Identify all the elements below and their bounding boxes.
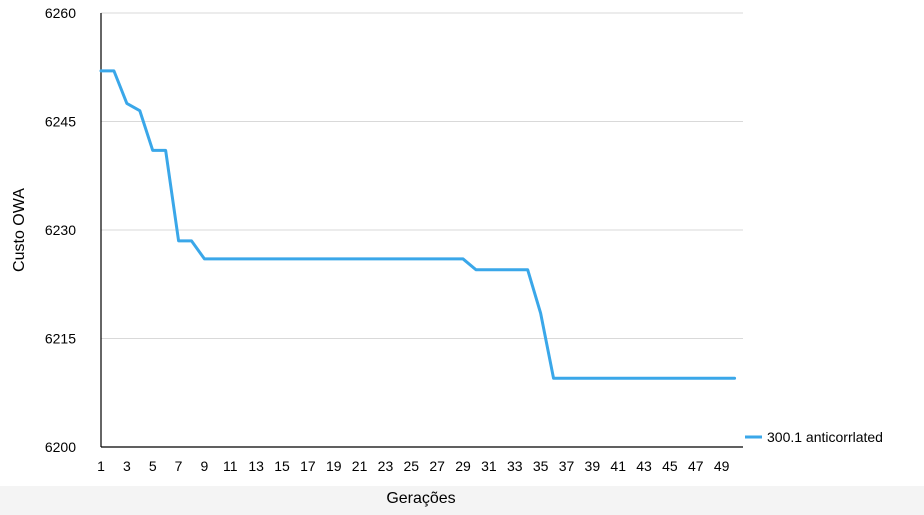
series <box>99 69 737 380</box>
x-tick-label: 15 <box>274 458 290 474</box>
legend: 300.1 anticorrlated <box>745 429 883 445</box>
y-tick-labels: 6200 6215 6230 6245 6260 <box>45 5 76 455</box>
x-tick-label: 29 <box>455 458 471 474</box>
bottom-strip <box>0 486 924 515</box>
x-tick-label: 43 <box>636 458 652 474</box>
x-tick-label: 19 <box>326 458 342 474</box>
x-axis-title: Gerações <box>386 490 455 507</box>
axes <box>100 13 743 448</box>
x-tick-label: 23 <box>378 458 394 474</box>
y-tick-label: 6230 <box>45 222 76 238</box>
x-tick-label: 27 <box>429 458 445 474</box>
x-tick-label: 37 <box>559 458 575 474</box>
y-tick-label: 6215 <box>45 331 76 347</box>
y-tick-label: 6200 <box>45 439 76 455</box>
x-tick-label: 49 <box>714 458 730 474</box>
x-tick-label: 1 <box>97 458 105 474</box>
x-tick-label: 45 <box>662 458 678 474</box>
x-tick-label: 7 <box>175 458 183 474</box>
x-tick-label: 11 <box>223 458 238 474</box>
x-tick-label: 47 <box>688 458 704 474</box>
x-tick-label: 9 <box>201 458 209 474</box>
x-tick-label: 13 <box>248 458 264 474</box>
y-tick-label: 6260 <box>45 5 76 21</box>
x-tick-label: 17 <box>300 458 316 474</box>
y-tick-label: 6245 <box>45 114 76 130</box>
x-tick-label: 25 <box>404 458 420 474</box>
series-line <box>99 69 737 380</box>
y-axis-title: Custo OWA <box>11 188 28 272</box>
x-tick-label: 31 <box>481 458 497 474</box>
x-tick-label: 33 <box>507 458 523 474</box>
x-tick-label: 39 <box>585 458 601 474</box>
x-tick-label: 3 <box>123 458 131 474</box>
x-tick-label: 21 <box>352 458 368 474</box>
x-tick-label: 41 <box>610 458 626 474</box>
x-tick-label: 35 <box>533 458 549 474</box>
x-tick-labels: 1 3 5 7 9 11 13 15 17 19 21 23 25 27 29 31 33 35 37 39 41 43 4… <box>97 458 730 474</box>
legend-label: 300.1 anticorrlated <box>767 429 883 445</box>
grid <box>101 12 743 339</box>
plot-background <box>0 0 924 486</box>
x-tick-label: 5 <box>149 458 157 474</box>
